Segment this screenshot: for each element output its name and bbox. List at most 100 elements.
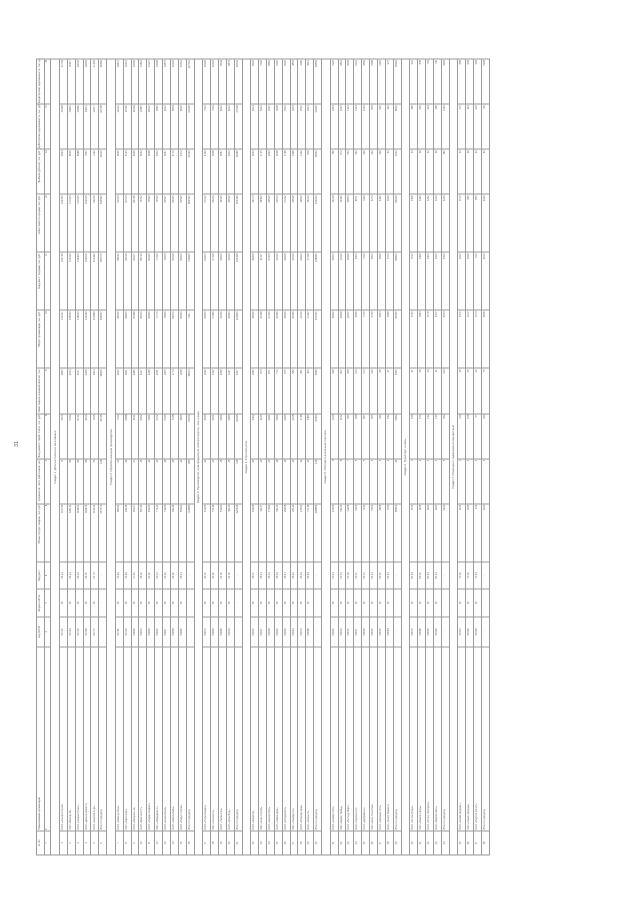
cell-c0: 7 (115, 830, 124, 855)
cell-c1: ОАО «Кристалл-Т» (138, 646, 147, 831)
section-title-row: Раздел 1. Добыча полезных ископаемых (50, 58, 60, 855)
cell-c9: 3816 (481, 309, 490, 368)
cell-c14: 2201 (353, 58, 362, 104)
cell-c13: 620 (377, 103, 386, 149)
cell-c12: 6042 (138, 148, 147, 194)
cell-c8: 582 (290, 367, 298, 414)
cell-c13: 352 (417, 103, 426, 149)
cell-c3: 16 (433, 588, 442, 617)
cell-c6: 74 (59, 458, 68, 504)
cell-c1: ЗАО «Сигнал-Э» (210, 646, 219, 831)
cell-c10: 1102 (457, 251, 466, 310)
cell-c11: 1164 (433, 193, 442, 252)
cell-c6: 36 (170, 458, 179, 504)
table-row: 47 ООО «Портал-Риэлт» 06138 16 70.31 914 1 97 22… (473, 58, 482, 855)
cell-c2: 05964 (290, 616, 298, 647)
cell-c2: 06090 (425, 616, 434, 647)
section-title-row: Раздел 6. Транспорт и связь (401, 58, 410, 855)
cell-c7: 130 (433, 413, 442, 459)
cell-c6: 3 (481, 458, 490, 504)
cell-c9: 5790 (369, 309, 378, 368)
cell-c14: 902 (409, 58, 418, 104)
cell-c7: 166 (409, 413, 418, 459)
cell-c8: 5848 (313, 367, 322, 414)
cell-c11: 68117 (162, 193, 171, 252)
cell-c8: 1530 (202, 367, 211, 414)
section-title: Раздел 2. Обрабатывающие производства (106, 58, 116, 855)
cell-c4: 45.42 (290, 561, 298, 589)
cell-c5: 77412 (154, 503, 163, 562)
table-row: 41 ЗАО «Камея-Связь» 06088 16 64.20 1408 2 154 3… (417, 58, 426, 855)
cell-c5: 734665 (186, 503, 195, 562)
cell-c13: 8010 (178, 103, 187, 149)
cell-c4: 52.21 (369, 561, 378, 589)
cell-c8: 47 (385, 367, 394, 414)
cell-c12: 8288 (75, 148, 84, 194)
cell-c3: - (481, 588, 490, 617)
cell-c11: 1458 (409, 193, 418, 252)
cell-c3: 16 (290, 588, 298, 617)
cell-c7: 3964 (218, 413, 227, 459)
cell-c7: 667 (361, 413, 370, 459)
cell-c5: 1008 (465, 503, 474, 562)
cell-c4: 18.22 (138, 561, 147, 589)
col-header-3: Форма собств. (36, 588, 45, 617)
cell-c6: 32 (202, 458, 211, 504)
table-row: 4 ОАО «Дельта-Инвест» 05768 16 45.25 109876 58… (83, 58, 91, 855)
cell-c2: 05940 (274, 616, 283, 647)
cell-c9: 1472 (433, 309, 442, 368)
cell-c8: 1080 (250, 367, 259, 414)
section-title: Раздел 1. Добыча полезных ископаемых (50, 58, 60, 855)
cell-c8: 38 (417, 367, 426, 414)
cell-c7: 19463 (313, 413, 322, 459)
cell-c6: 16 (282, 458, 291, 504)
cell-c1: ООО «Альфа-Строй» (59, 646, 68, 831)
cell-c3: 16 (226, 588, 235, 617)
cell-c9: 1370 (457, 309, 466, 368)
cell-c5: 1102 (457, 503, 466, 562)
cell-c1: ОАО «Горизонт-Р» (353, 646, 362, 831)
cell-c3: 16 (83, 588, 91, 617)
cell-c11: 1262 (425, 193, 434, 252)
cell-c7: 505 (369, 413, 378, 459)
cell-c0: 20 (226, 830, 235, 855)
cell-c2: 06027 (353, 616, 362, 647)
table-row: 8 ЗАО «Заря-Агро» 05793 16 15.84 94218 49 6988 2… (123, 58, 132, 855)
cell-c1: ООО «Лотос-Экспресс» (425, 646, 434, 831)
cell-c5: 98540 (115, 503, 124, 562)
cell-c4: 45.21 (59, 561, 68, 589)
cell-c8: 3208 (83, 367, 91, 414)
cell-c13: 8504 (170, 103, 179, 149)
cell-c4: 70.20 (465, 561, 474, 589)
cell-c3: 16 (473, 588, 482, 617)
cell-c7: 6988 (123, 413, 132, 459)
table-row: 45 ООО «Нимб-Недвиж.» 06114 16 70.20 1102 1 119… (457, 58, 466, 855)
cell-c1: ООО «Лидер-Сервис» (146, 646, 155, 831)
cell-c3: - (98, 588, 107, 617)
cell-c2: - (441, 616, 450, 647)
cell-c9: 1174 (473, 309, 482, 368)
cell-c9: 61550 (202, 309, 211, 368)
cell-c2: 06102 (433, 616, 442, 647)
cell-c10: 33112 (274, 251, 283, 310)
cell-c6: 22 (258, 458, 267, 504)
cell-c6: 116 (234, 458, 243, 504)
cell-c12: 1192 (297, 148, 306, 194)
cell-c5: 85744 (138, 503, 147, 562)
cell-c9: 126550 (67, 309, 76, 368)
cell-c6: 44 (393, 458, 402, 504)
cell-c14: 6190 (274, 58, 283, 104)
table-total-row: 6 Итого по разделу - - -587572 318 43746 18395 5… (98, 58, 107, 855)
cell-c2: 05860 (178, 616, 187, 647)
cell-c0: 39 (393, 830, 402, 855)
cell-c9: 41448 (258, 309, 267, 368)
cell-c13: 422 (385, 103, 394, 149)
cell-c10: 5424 (441, 251, 450, 310)
cell-c7: 6302 (138, 413, 147, 459)
table-body: Раздел 1. Добыча полезных ископаемых 1 ООО… (50, 58, 490, 855)
cell-c14: 20117 (67, 58, 76, 104)
cell-c7: 5702 (154, 413, 163, 459)
cell-c2: 05847 (162, 616, 171, 647)
cell-c4: 60.23 (425, 561, 434, 589)
cell-c3: 16 (361, 588, 370, 617)
